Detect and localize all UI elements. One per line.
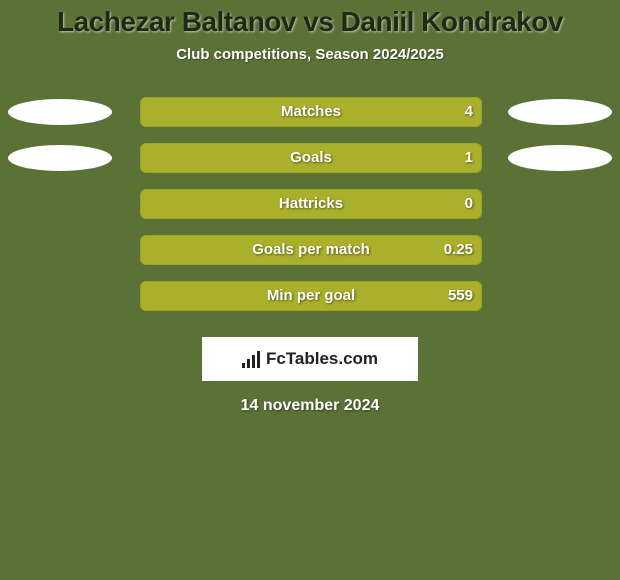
stat-row: Min per goal559	[0, 277, 620, 323]
player-right-marker	[508, 145, 612, 171]
stat-right-value: 1	[465, 144, 473, 172]
stat-label: Matches	[141, 98, 481, 126]
stat-bar: Goals per match0.25	[140, 235, 482, 265]
page-subtitle: Club competitions, Season 2024/2025	[0, 46, 620, 63]
stat-right-value: 0.25	[444, 236, 473, 264]
stat-bar: Goals1	[140, 143, 482, 173]
stat-bar: Hattricks0	[140, 189, 482, 219]
bar-chart-icon	[242, 350, 260, 368]
stat-row: Goals per match0.25	[0, 231, 620, 277]
stat-bar: Min per goal559	[140, 281, 482, 311]
stat-row: Hattricks0	[0, 185, 620, 231]
stat-right-value: 4	[465, 98, 473, 126]
stats-rows: Matches4Goals1Hattricks0Goals per match0…	[0, 93, 620, 323]
stat-right-value: 559	[448, 282, 473, 310]
stat-label: Min per goal	[141, 282, 481, 310]
player-left-marker	[8, 145, 112, 171]
date-label: 14 november 2024	[0, 397, 620, 415]
source-logo: FcTables.com	[202, 337, 418, 381]
player-right-marker	[508, 99, 612, 125]
source-logo-text: FcTables.com	[266, 349, 378, 369]
page-title: Lachezar Baltanov vs Daniil Kondrakov	[0, 0, 620, 38]
comparison-chart: Lachezar Baltanov vs Daniil Kondrakov Cl…	[0, 0, 620, 580]
player-left-marker	[8, 99, 112, 125]
stat-right-value: 0	[465, 190, 473, 218]
stat-label: Hattricks	[141, 190, 481, 218]
stat-row: Goals1	[0, 139, 620, 185]
stat-bar: Matches4	[140, 97, 482, 127]
stat-row: Matches4	[0, 93, 620, 139]
stat-label: Goals	[141, 144, 481, 172]
stat-label: Goals per match	[141, 236, 481, 264]
